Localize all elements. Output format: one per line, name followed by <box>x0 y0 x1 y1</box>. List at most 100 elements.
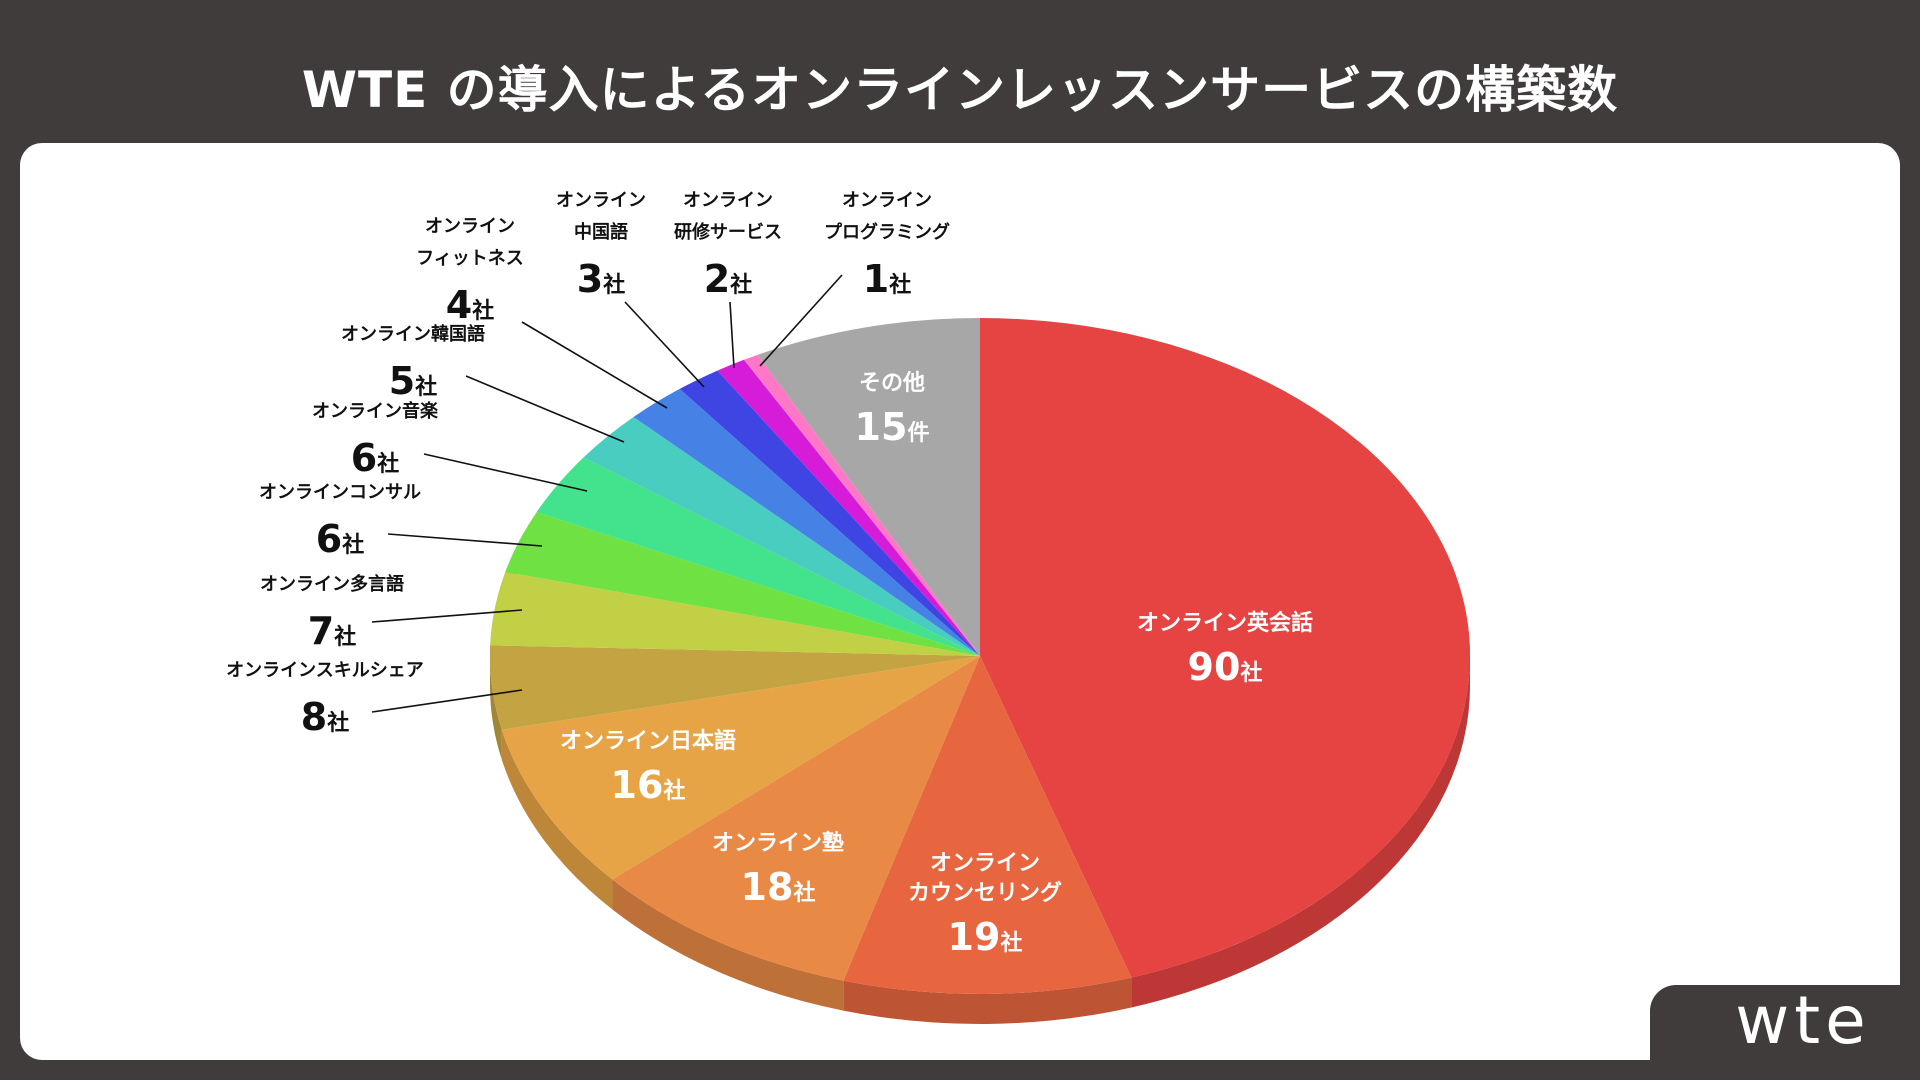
slice-2-side <box>612 879 844 1011</box>
slice-9 <box>633 388 980 656</box>
slice-10-value-number: 3 <box>577 257 603 301</box>
slice-3-value-unit: 社 <box>663 778 685 804</box>
slice-0-side <box>1131 656 1470 1008</box>
slice-6-value-number: 6 <box>316 517 342 561</box>
slice-4 <box>490 645 980 730</box>
slice-5-value-number: 7 <box>308 609 334 653</box>
slice-1-label-line-0: オンライン <box>930 851 1040 876</box>
slice-11-label-line-1: 研修サービス <box>674 221 782 243</box>
slice-13-value-number: 15 <box>855 405 908 449</box>
slice-7-value: 6社 <box>351 436 399 480</box>
slice-10-label-line-0: オンライン <box>556 190 646 211</box>
slice-5-label-line-0: オンライン多言語 <box>260 573 404 595</box>
slice-10-leader-line <box>624 301 705 388</box>
slice-6-value-unit: 社 <box>342 532 364 558</box>
slice-8-value-number: 5 <box>389 359 415 403</box>
slice-10-value: 3社 <box>577 257 625 301</box>
slice-5-value-unit: 社 <box>334 624 356 650</box>
slice-9-value-unit: 社 <box>472 298 494 324</box>
slice-11 <box>717 359 980 656</box>
slice-4-leader-line <box>371 689 523 713</box>
slice-2-value: 18社 <box>741 865 816 909</box>
slice-12-label-line-0: オンライン <box>842 190 932 211</box>
slice-11-value: 2社 <box>704 257 752 301</box>
slice-7-value-unit: 社 <box>377 451 399 477</box>
slice-3-label-line-0: オンライン日本語 <box>560 728 736 754</box>
slice-5-label-group: オンライン多言語 7社 <box>260 573 523 653</box>
pie-labels: オンライン英会話90社オンラインカウンセリング19社オンライン塾18社オンライン… <box>226 190 1313 959</box>
slice-6-leader-line <box>387 533 543 547</box>
slice-4-value-number: 8 <box>301 695 327 739</box>
slice-13-label-group: その他 15件 <box>855 371 930 449</box>
slice-10-label-line-1: 中国語 <box>574 221 628 243</box>
slice-9-label-line-1: フィットネス <box>416 248 524 269</box>
slice-7-label-group: オンライン音楽 6社 <box>312 400 588 492</box>
slice-11-leader-line <box>729 301 735 369</box>
slice-2-label-line-0: オンライン塾 <box>712 830 844 856</box>
slice-12-label-line-1: プログラミング <box>824 221 950 243</box>
slice-12-value-number: 1 <box>863 257 889 301</box>
slice-4-label-group: オンラインスキルシェア 8社 <box>226 660 523 739</box>
slice-0-value-unit: 社 <box>1240 660 1262 686</box>
slice-0-label-group: オンライン英会話 90社 <box>1137 610 1313 689</box>
slice-2-value-unit: 社 <box>793 880 815 906</box>
slice-11-value-unit: 社 <box>730 272 752 298</box>
slice-7-label-line-0: オンライン音楽 <box>312 400 439 422</box>
slice-8-leader-line <box>465 375 625 443</box>
slice-5-leader-line <box>371 609 523 623</box>
slice-1-value: 19社 <box>948 915 1023 959</box>
slice-3-value-number: 16 <box>611 763 664 807</box>
slice-13-label-line-0: その他 <box>859 371 925 396</box>
slice-0 <box>980 318 1470 978</box>
slice-2 <box>612 656 980 981</box>
slice-9-leader-line <box>521 321 668 409</box>
slice-0-value: 90社 <box>1188 645 1263 689</box>
slice-2-label-group: オンライン塾 18社 <box>712 830 844 909</box>
slice-9-label-line-0: オンライン <box>425 216 515 237</box>
slice-10 <box>679 370 980 656</box>
slice-5 <box>490 571 980 656</box>
slice-13-value: 15件 <box>855 405 930 449</box>
slice-3-label-group: オンライン日本語 16社 <box>560 728 736 807</box>
slice-8-value-unit: 社 <box>415 374 437 400</box>
slice-4-value-unit: 社 <box>327 710 349 736</box>
slice-9-value-number: 4 <box>446 283 472 327</box>
slice-11-label-line-0: オンライン <box>683 190 773 211</box>
slice-12 <box>743 354 980 656</box>
slice-3 <box>501 656 980 880</box>
slice-1-label-line-1: カウンセリング <box>908 880 1062 906</box>
slice-8-value: 5社 <box>389 359 437 403</box>
slice-7 <box>536 457 980 656</box>
slice-0-label-line-0: オンライン英会話 <box>1137 610 1313 636</box>
slice-12-leader-line <box>759 274 843 367</box>
slice-6-label-group: オンラインコンサル 6社 <box>259 482 543 561</box>
logo-tab <box>1650 985 1920 1080</box>
pie-slices <box>490 318 1470 994</box>
slice-13-value-unit: 件 <box>907 421 929 446</box>
slice-0-value-number: 90 <box>1188 645 1241 689</box>
slice-8-label-line-0: オンライン韓国語 <box>341 323 485 345</box>
slice-3-side <box>501 729 613 910</box>
slice-13 <box>757 318 980 656</box>
page-title: WTE の導入によるオンラインレッスンサービスの構築数 <box>301 61 1619 119</box>
slice-12-value-unit: 社 <box>889 272 911 298</box>
slice-1-value-unit: 社 <box>1000 930 1022 956</box>
slice-2-value-number: 18 <box>741 865 794 909</box>
slice-1 <box>843 656 1132 994</box>
slice-1-value-number: 19 <box>948 915 1001 959</box>
slice-6-value: 6社 <box>316 517 364 561</box>
wte-logo: wte <box>1735 982 1871 1059</box>
slice-8-label-group: オンライン韓国語 5社 <box>341 323 625 443</box>
slice-12-value: 1社 <box>863 257 911 301</box>
slice-8 <box>583 416 980 656</box>
slice-4-label-line-0: オンラインスキルシェア <box>226 660 424 681</box>
slice-11-value-number: 2 <box>704 257 730 301</box>
slice-6 <box>505 512 980 656</box>
slice-9-value: 4社 <box>446 283 494 327</box>
slice-6-label-line-0: オンラインコンサル <box>259 482 421 503</box>
